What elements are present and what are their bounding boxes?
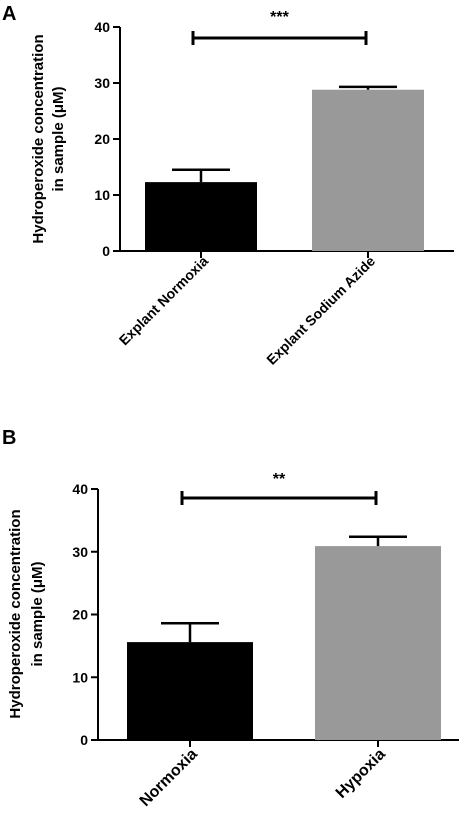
panel-letter-b: B — [2, 427, 16, 449]
y-tick-label: 20 — [94, 131, 110, 147]
y-axis-label: in sample (μM) — [29, 561, 46, 666]
y-axis-label: in sample (μM) — [50, 86, 67, 191]
bar — [315, 546, 441, 740]
chart-b: Hydroperoxide concentration in sample (μM… — [7, 471, 459, 810]
significance-label: ** — [273, 471, 286, 488]
y-tick-label: 30 — [72, 544, 88, 560]
y-tick-label: 10 — [72, 669, 88, 685]
bar — [145, 182, 257, 251]
x-tick-label: Hypoxia — [333, 746, 389, 802]
bar — [312, 89, 424, 251]
x-tick-label: Explant Sodium Azide — [263, 253, 378, 368]
chart-a: Hydroperoxide concentration in sample (μM… — [30, 9, 454, 368]
y-tick-label: 40 — [72, 481, 88, 497]
y-tick-label: 0 — [80, 732, 88, 748]
panel-letter-a: A — [2, 3, 16, 25]
y-tick-label: 40 — [94, 19, 110, 35]
bar — [127, 642, 253, 740]
significance-label: *** — [270, 9, 289, 26]
y-tick-label: 0 — [102, 243, 110, 259]
y-tick-label: 20 — [72, 607, 88, 623]
y-axis-label: Hydroperoxide concentration — [7, 509, 24, 718]
y-axis-label: Hydroperoxide concentration — [30, 34, 47, 243]
x-tick-label: Normoxia — [137, 746, 201, 810]
x-tick-label: Explant Normoxia — [116, 253, 212, 349]
y-tick-label: 30 — [94, 75, 110, 91]
y-tick-label: 10 — [94, 187, 110, 203]
